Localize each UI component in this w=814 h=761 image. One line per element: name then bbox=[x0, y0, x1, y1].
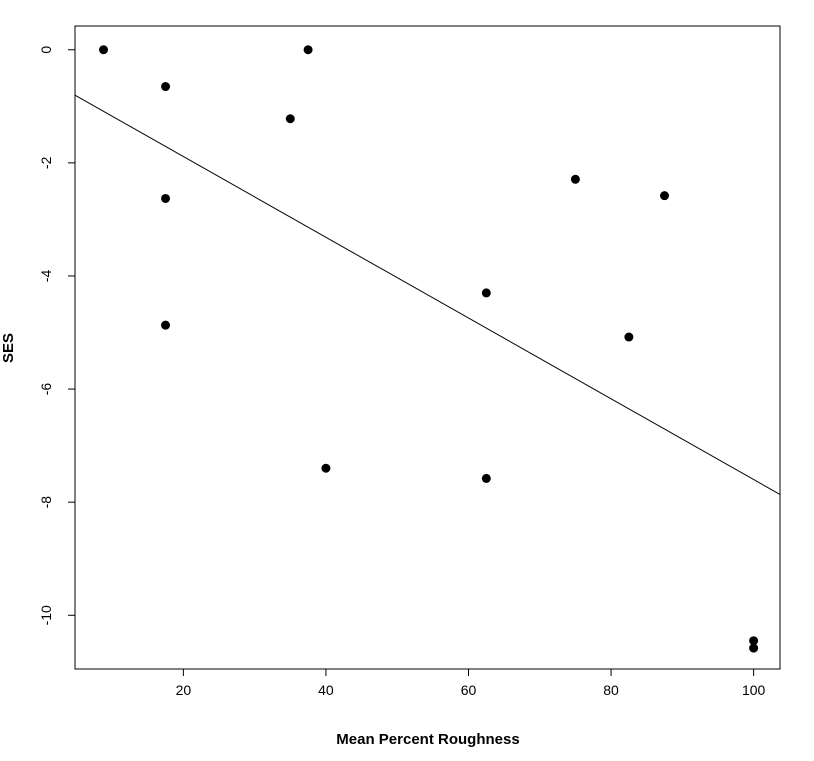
data-point bbox=[161, 193, 171, 203]
y-tick-label: -4 bbox=[38, 270, 54, 283]
data-point bbox=[303, 45, 313, 55]
y-axis-title: SES bbox=[0, 333, 17, 363]
data-point bbox=[749, 643, 759, 653]
x-tick-label: 80 bbox=[603, 682, 619, 698]
regression-line-layer bbox=[74, 94, 781, 495]
y-tick-label: -10 bbox=[38, 605, 54, 625]
data-point bbox=[624, 332, 634, 342]
data-point bbox=[570, 174, 580, 184]
points-layer bbox=[99, 45, 759, 653]
y-axis: 0 -2 -4 -6 -8 -10 bbox=[38, 46, 75, 625]
data-point bbox=[749, 636, 759, 646]
plot-frame bbox=[74, 25, 781, 670]
data-point bbox=[285, 114, 295, 124]
data-point bbox=[481, 473, 491, 483]
y-tick-label: 0 bbox=[38, 46, 54, 54]
x-tick-label: 20 bbox=[176, 682, 192, 698]
data-point bbox=[99, 45, 109, 55]
x-axis: 20 40 60 80 100 bbox=[176, 669, 766, 698]
x-tick-label: 60 bbox=[461, 682, 477, 698]
data-point bbox=[481, 288, 491, 298]
data-point bbox=[161, 82, 171, 92]
data-point bbox=[660, 191, 670, 201]
data-point bbox=[161, 320, 171, 330]
y-tick-label: -2 bbox=[38, 156, 54, 169]
x-axis-title: Mean Percent Roughness bbox=[336, 731, 519, 748]
regression-line bbox=[74, 94, 781, 495]
y-tick-label: -8 bbox=[38, 496, 54, 509]
y-tick-label: -6 bbox=[38, 383, 54, 396]
x-tick-label: 100 bbox=[742, 682, 766, 698]
data-point bbox=[321, 463, 331, 473]
x-tick-label: 40 bbox=[318, 682, 334, 698]
